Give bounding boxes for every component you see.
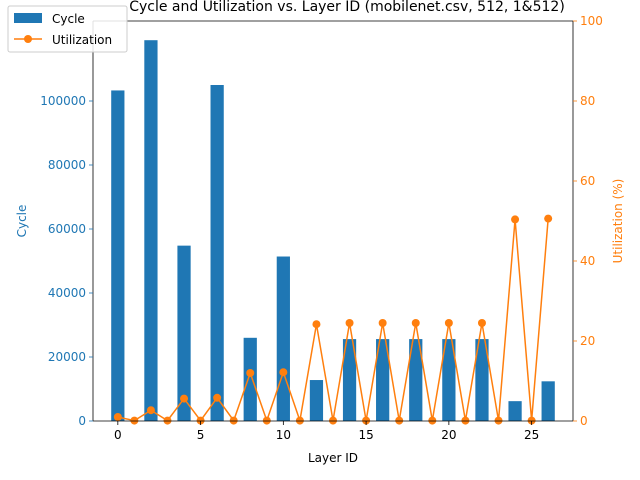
utilization-point	[180, 394, 189, 403]
utilization-point	[279, 368, 288, 377]
x-tick-label: 5	[197, 428, 205, 442]
plot-area	[111, 40, 555, 425]
y-axis-label-left: Cycle	[15, 205, 29, 238]
cycle-bar	[111, 90, 125, 421]
x-tick-label: 15	[358, 428, 373, 442]
y-tick-label-right: 40	[580, 254, 595, 268]
cycle-bar	[475, 339, 489, 421]
y-axis-label-right: Utilization (%)	[611, 179, 625, 264]
utilization-point	[477, 319, 486, 327]
cycle-bar	[144, 40, 158, 421]
y-tick-label-right: 100	[580, 14, 603, 28]
utilization-point	[444, 319, 453, 327]
chart-title: Cycle and Utilization vs. Layer ID (mobi…	[129, 0, 565, 15]
y-tick-label-left: 0	[78, 414, 86, 428]
cycle-bar	[376, 339, 390, 421]
cycle-bar	[243, 337, 257, 421]
y-tick-label-right: 20	[580, 334, 595, 348]
x-tick-label: 10	[276, 428, 291, 442]
legend-cycle-swatch	[14, 13, 42, 23]
y-tick-label-left: 20000	[48, 350, 86, 364]
utilization-point	[146, 406, 155, 415]
utilization-point	[544, 214, 553, 223]
x-tick-label: 20	[441, 428, 456, 442]
cycle-bar	[210, 85, 224, 421]
utilization-point	[511, 215, 520, 224]
cycle-bar	[309, 380, 324, 421]
y-tick-label-right: 0	[580, 414, 588, 428]
cycle-bar	[276, 256, 290, 421]
utilization-point	[246, 369, 255, 377]
utilization-point	[113, 413, 122, 421]
utilization-point	[213, 393, 222, 402]
x-tick-label: 25	[524, 428, 539, 442]
cycle-bar	[342, 339, 357, 421]
cycle-bar	[177, 245, 191, 421]
cycle-bar	[442, 339, 456, 421]
cycle-bar	[508, 401, 522, 421]
legend-utilization-label: Utilization	[52, 33, 112, 47]
y-tick-label-left: 100000	[40, 94, 86, 108]
y-tick-label-right: 60	[580, 174, 595, 188]
cycle-bar	[541, 381, 555, 421]
cycle-bar	[409, 339, 423, 421]
y-tick-label-left: 60000	[48, 222, 86, 236]
utilization-point	[378, 319, 387, 327]
legend-cycle-label: Cycle	[52, 12, 85, 26]
legend: Cycle Utilization	[7, 5, 128, 53]
axes: 0 5 10 15 20 25 0 20000 40000 60000 80000 100000 0 20…	[40, 14, 603, 442]
utilization-point	[411, 319, 420, 327]
legend-utilization-marker	[24, 35, 32, 43]
utilization-point	[312, 320, 321, 329]
x-axis-label: Layer ID	[308, 451, 358, 465]
y-tick-label-left: 80000	[48, 158, 86, 172]
y-tick-label-right: 80	[580, 94, 595, 108]
y-tick-label-left: 40000	[48, 286, 86, 300]
x-tick-label: 0	[114, 428, 122, 442]
utilization-point	[345, 319, 354, 327]
